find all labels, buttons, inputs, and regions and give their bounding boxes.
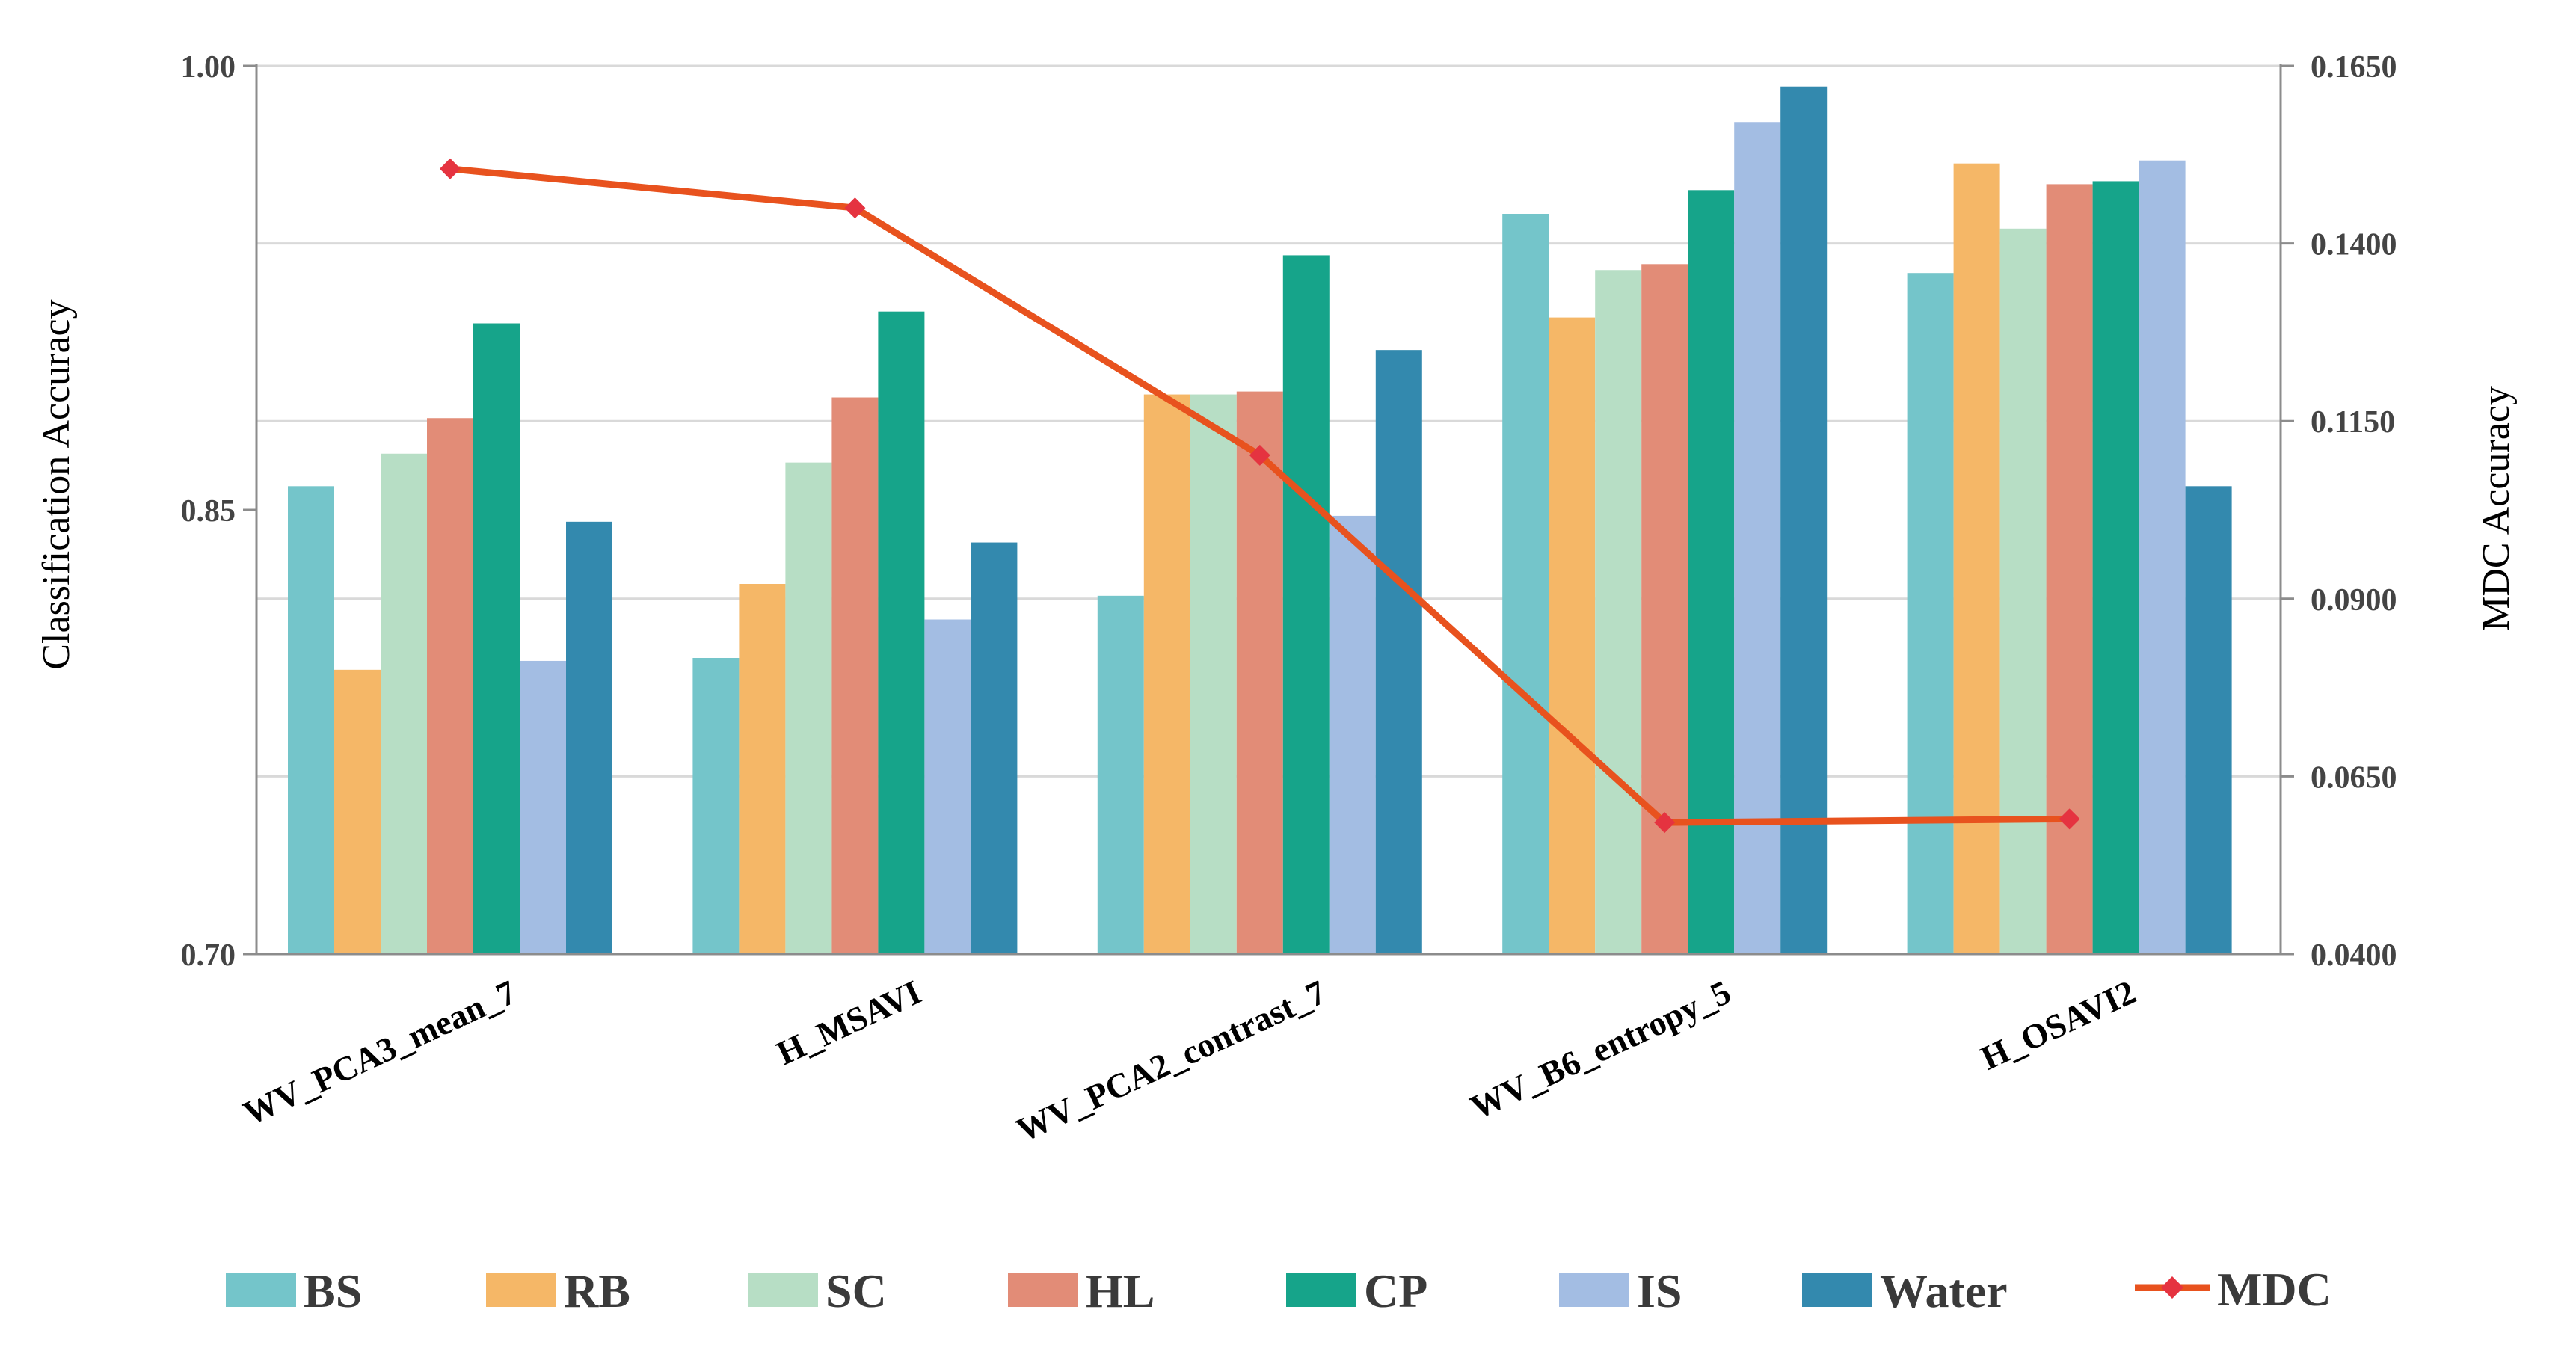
legend-swatch-is [1559, 1273, 1629, 1307]
bar-cp-2 [878, 311, 925, 954]
bar-cp-4 [1688, 190, 1735, 954]
tick-labels: 0.70 0.85 1.00 0.0400 0.0650 0.0900 0.1150 0.14… [181, 50, 2397, 973]
category-label: WV_PCA2_contrast_7 [1011, 973, 1332, 1149]
bar-sc-4 [1595, 270, 1642, 954]
legend: BS RB SC HL CP IS Water MDC [226, 1263, 2331, 1317]
bar-rb-1 [334, 669, 381, 954]
mdc-line [440, 158, 2080, 834]
mdc-point-1 [440, 158, 461, 179]
right-tick-label: 0.0650 [2311, 760, 2397, 795]
bar-hl-1 [427, 418, 473, 954]
bar-is-5 [2139, 160, 2186, 955]
legend-swatch-bs [226, 1273, 296, 1307]
legend-label-hl: HL [1086, 1264, 1155, 1317]
bar-sc-5 [1999, 228, 2047, 954]
category-label: WV_PCA3_mean_7 [237, 973, 522, 1133]
bar-water-3 [1375, 350, 1422, 954]
bar-cp-1 [473, 323, 520, 954]
legend-label-is: IS [1637, 1264, 1682, 1317]
bar-hl-2 [831, 397, 879, 954]
mdc-point-3 [1249, 444, 1270, 466]
legend-swatch-hl [1008, 1273, 1078, 1307]
bar-hl-3 [1236, 391, 1283, 954]
mdc-point-2 [844, 197, 866, 219]
right-tick-label: 0.1150 [2311, 405, 2395, 440]
bar-is-3 [1329, 515, 1376, 954]
legend-label-sc: SC [826, 1264, 887, 1317]
bar-sc-1 [381, 453, 427, 954]
legend-swatch-mdc-marker [2161, 1276, 2183, 1299]
legend-swatch-sc [748, 1273, 818, 1307]
category-labels: WV_PCA3_mean_7 H_MSAVI WV_PCA2_contrast_7 W… [237, 973, 2141, 1149]
bar-is-4 [1734, 122, 1781, 955]
legend-label-bs: BS [304, 1264, 362, 1317]
mdc-point-4 [1654, 812, 1676, 834]
left-axis-title: Classification Accuracy [35, 299, 78, 669]
axes [243, 64, 2294, 956]
legend-swatch-rb [486, 1273, 556, 1307]
bar-rb-5 [1953, 163, 2000, 955]
bar-cp-5 [2092, 181, 2139, 955]
bar-rb-4 [1549, 317, 1596, 955]
right-tick-label: 0.0900 [2311, 583, 2397, 618]
bar-bs-4 [1502, 214, 1549, 954]
legend-swatch-cp [1286, 1273, 1356, 1307]
right-tick-label: 0.0400 [2311, 938, 2397, 973]
left-tick-label: 1.00 [181, 50, 236, 84]
bar-sc-3 [1190, 394, 1237, 954]
category-label: H_MSAVI [771, 973, 926, 1072]
legend-label-mdc: MDC [2217, 1263, 2331, 1316]
bar-is-2 [924, 619, 971, 954]
category-label: H_OSAVI2 [1975, 973, 2141, 1077]
bar-rb-3 [1143, 394, 1190, 954]
mdc-point-5 [2059, 808, 2080, 830]
legend-label-water: Water [1880, 1264, 2008, 1317]
category-label: WV_B6_entropy_5 [1465, 973, 1737, 1127]
bar-bs-5 [1907, 273, 1954, 954]
bars [288, 86, 2232, 955]
bar-rb-2 [739, 584, 786, 954]
legend-label-rb: RB [564, 1264, 630, 1317]
right-axis-title: MDC Accuracy [2475, 386, 2518, 631]
bar-water-1 [566, 521, 612, 954]
bar-hl-4 [1641, 264, 1688, 954]
right-tick-label: 0.1650 [2311, 50, 2397, 84]
legend-swatch-water [1802, 1273, 1872, 1307]
left-tick-label: 0.85 [181, 494, 236, 529]
legend-label-cp: CP [1364, 1264, 1427, 1317]
bar-hl-5 [2046, 184, 2093, 954]
bar-water-2 [971, 542, 1018, 954]
left-tick-label: 0.70 [181, 938, 236, 973]
bar-is-1 [520, 660, 566, 954]
bar-bs-2 [692, 658, 740, 954]
bar-sc-2 [785, 462, 832, 954]
bar-bs-1 [288, 486, 334, 954]
right-tick-label: 0.1400 [2311, 228, 2397, 262]
bar-water-5 [2185, 486, 2232, 954]
bar-water-4 [1780, 86, 1828, 955]
bar-bs-3 [1097, 595, 1144, 954]
bar-cp-3 [1282, 255, 1330, 954]
